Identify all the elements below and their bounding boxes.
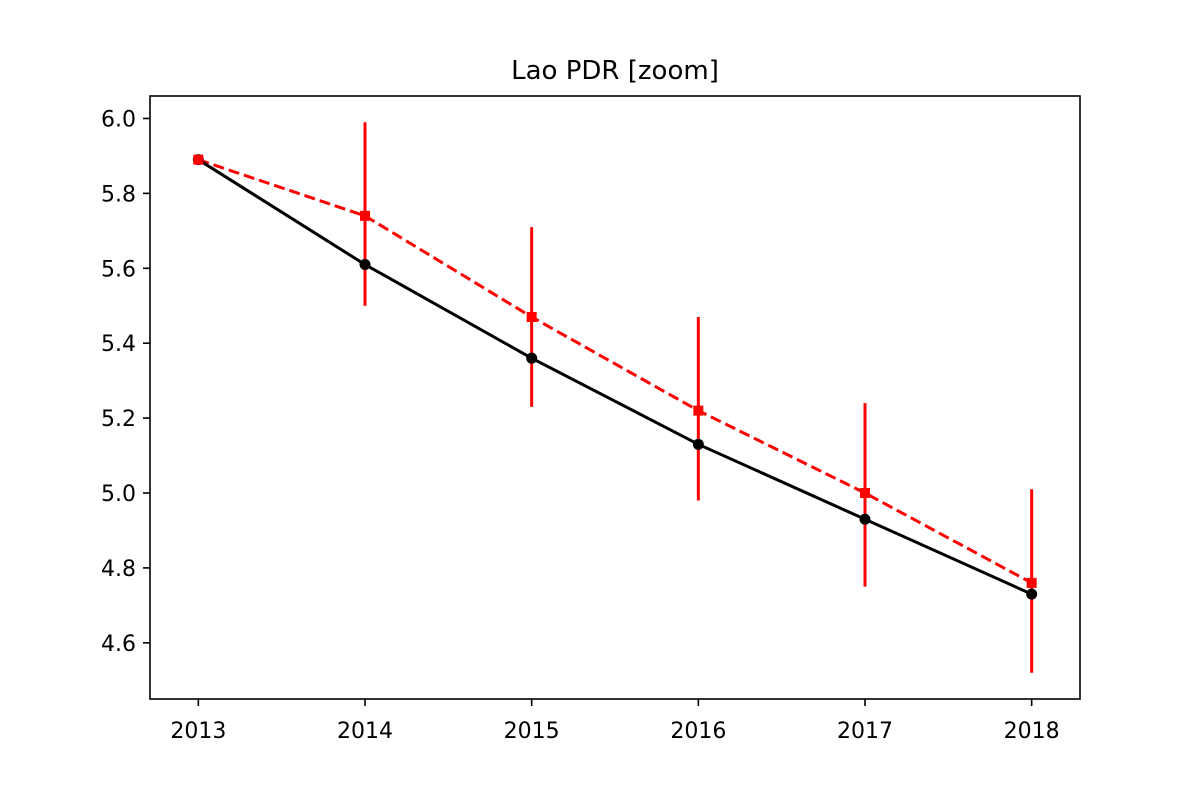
plot-frame (149, 95, 1081, 700)
data-point-predicted (1026, 577, 1037, 588)
data-point-predicted (193, 154, 204, 165)
chart-title: Lao PDR [zoom] (511, 56, 719, 86)
x-tick-label: 2015 (504, 719, 560, 744)
data-point-actual (1026, 588, 1038, 600)
data-point-predicted (860, 488, 870, 499)
y-tick-label: 4.6 (101, 632, 136, 657)
y-tick-label: 5.2 (101, 407, 136, 432)
x-tick-label: 2018 (1004, 719, 1060, 744)
data-point-actual (359, 259, 371, 271)
data-point-predicted (693, 405, 704, 416)
x-tick-label: 2017 (837, 719, 893, 744)
y-tick-label: 5.4 (101, 332, 136, 357)
data-point-predicted (526, 311, 537, 322)
series-line-actual (197, 158, 1033, 596)
data-point-actual (859, 513, 871, 525)
data-point-actual (526, 352, 538, 364)
x-tick-label: 2014 (337, 719, 393, 744)
y-tick-label: 4.8 (101, 557, 136, 582)
data-point-actual (692, 438, 704, 450)
data-point-predicted (360, 210, 370, 221)
series-line-predicted (197, 158, 1033, 585)
y-tick-label: 5.8 (101, 182, 136, 207)
y-tick-label: 5.0 (101, 482, 136, 507)
x-tick-label: 2016 (670, 719, 726, 744)
x-tick-label: 2013 (170, 719, 226, 744)
y-tick-label: 6.0 (101, 107, 136, 132)
y-tick-label: 5.6 (101, 257, 136, 282)
